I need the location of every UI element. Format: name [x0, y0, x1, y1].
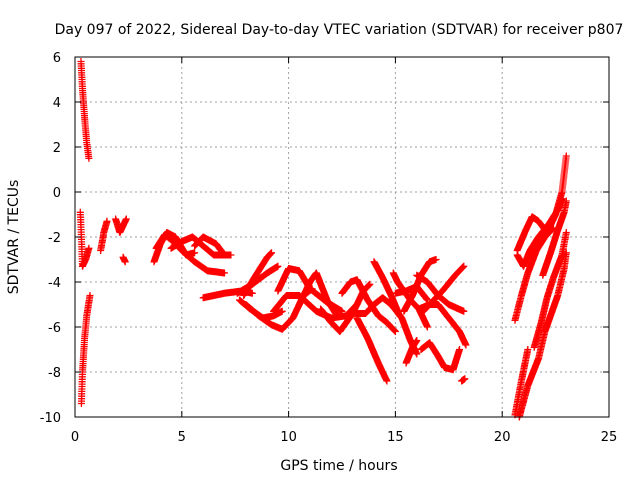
x-tick-label: 0	[71, 430, 79, 445]
y-tick-label: 6	[53, 51, 61, 66]
data-track	[413, 271, 468, 315]
data-track	[370, 258, 404, 320]
data-track	[77, 58, 93, 162]
x-tick-label: 25	[601, 430, 618, 445]
data-track	[119, 253, 129, 266]
y-tick-label: 4	[53, 96, 61, 111]
data-track	[511, 346, 532, 419]
data-track	[191, 233, 228, 259]
data-track	[402, 337, 421, 367]
data-track	[112, 215, 130, 236]
y-tick-label: -6	[48, 321, 61, 336]
data-track	[530, 229, 570, 351]
x-tick-label: 10	[280, 430, 297, 445]
y-tick-label: 2	[53, 141, 61, 156]
axis-ticks: 0 5 10 15 20 25 -10 -8 -6 -4 -2 0 2 4 6	[40, 51, 618, 445]
y-tick-label: 0	[53, 186, 61, 201]
chart-title: Day 097 of 2022, Sidereal Day-to-day VTE…	[55, 22, 624, 38]
data-track	[76, 208, 93, 270]
data-track	[353, 314, 391, 385]
grid	[75, 57, 609, 417]
x-axis-title: GPS time / hours	[280, 458, 397, 474]
data-track	[458, 375, 469, 385]
x-tick-label: 20	[494, 430, 511, 445]
y-tick-label: -4	[48, 276, 61, 291]
data-track	[419, 262, 468, 315]
y-tick-label: -10	[40, 411, 61, 426]
x-tick-label: 15	[387, 430, 404, 445]
x-tick-label: 5	[178, 430, 186, 445]
data-track	[295, 269, 340, 317]
data-track	[417, 339, 463, 374]
y-tick-label: -8	[48, 366, 61, 381]
data-track	[240, 249, 275, 299]
data-track	[513, 152, 570, 254]
y-tick-label: -2	[48, 231, 61, 246]
data-points	[76, 58, 570, 421]
data-track	[77, 292, 94, 407]
data-track	[97, 217, 111, 254]
y-axis-title: SDTVAR / TECUs	[6, 180, 22, 295]
data-track	[539, 197, 570, 279]
